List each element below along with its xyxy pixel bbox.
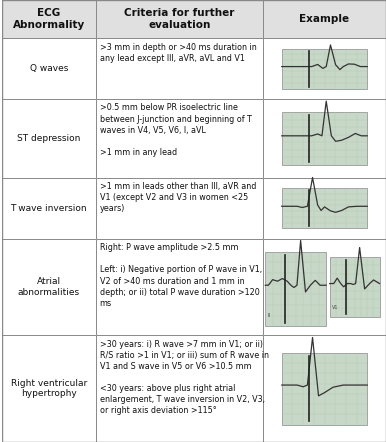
Bar <box>96 0 263 38</box>
Bar <box>2 0 96 38</box>
Bar <box>282 188 367 229</box>
Bar <box>2 99 96 178</box>
Bar <box>263 99 386 178</box>
Text: T wave inversion: T wave inversion <box>10 204 87 213</box>
Bar <box>96 38 263 99</box>
Bar <box>263 99 386 178</box>
Text: >3 mm in depth or >40 ms duration in
any lead except III, aVR, aVL and V1: >3 mm in depth or >40 ms duration in any… <box>100 42 256 63</box>
Bar <box>96 38 263 99</box>
Bar <box>2 239 96 335</box>
Bar <box>263 0 386 38</box>
Text: ST depression: ST depression <box>17 134 80 143</box>
Text: >0.5 mm below PR isoelectric line
between J-junction and beginning of T
waves in: >0.5 mm below PR isoelectric line betwee… <box>100 103 252 157</box>
Text: Atrial
abnormalities: Atrial abnormalities <box>18 277 80 297</box>
Text: Q waves: Q waves <box>30 64 68 73</box>
Bar <box>2 0 96 38</box>
Text: >30 years: i) R wave >7 mm in V1; or ii)
R/S ratio >1 in V1; or iii) sum of R wa: >30 years: i) R wave >7 mm in V1; or ii)… <box>100 340 269 415</box>
Text: Right: P wave amplitude >2.5 mm

Left: i) Negative portion of P wave in V1,
V2 o: Right: P wave amplitude >2.5 mm Left: i)… <box>100 243 262 308</box>
Bar <box>263 0 386 38</box>
Text: Example: Example <box>300 14 350 24</box>
Text: >1 mm in leads other than III, aVR and
V1 (except V2 and V3 in women <25
years): >1 mm in leads other than III, aVR and V… <box>100 182 256 213</box>
Bar <box>96 99 263 178</box>
Bar <box>2 335 96 442</box>
Bar <box>330 256 379 316</box>
Bar <box>96 239 263 335</box>
Bar <box>96 335 263 442</box>
Bar <box>2 38 96 99</box>
Bar <box>96 239 263 335</box>
Bar <box>2 335 96 442</box>
Bar <box>96 178 263 239</box>
Bar <box>263 335 386 442</box>
Text: II: II <box>268 313 271 318</box>
Text: Criteria for further
evaluation: Criteria for further evaluation <box>124 8 235 30</box>
Bar <box>263 178 386 239</box>
Bar <box>2 178 96 239</box>
Bar <box>282 49 367 88</box>
Text: Right ventricular
hypertrophy: Right ventricular hypertrophy <box>11 379 87 398</box>
Bar <box>96 335 263 442</box>
Bar <box>263 178 386 239</box>
Bar <box>263 335 386 442</box>
Text: ECG
Abnormality: ECG Abnormality <box>13 8 85 30</box>
Bar <box>2 99 96 178</box>
Bar <box>263 38 386 99</box>
Bar <box>2 239 96 335</box>
Bar <box>96 0 263 38</box>
Text: V1: V1 <box>332 305 338 310</box>
Bar <box>263 38 386 99</box>
Bar <box>96 178 263 239</box>
Bar <box>263 239 386 335</box>
Bar <box>282 353 367 425</box>
Bar <box>263 239 386 335</box>
Bar <box>96 99 263 178</box>
Bar <box>282 112 367 165</box>
Bar <box>2 38 96 99</box>
Bar <box>2 178 96 239</box>
Bar <box>265 251 326 326</box>
